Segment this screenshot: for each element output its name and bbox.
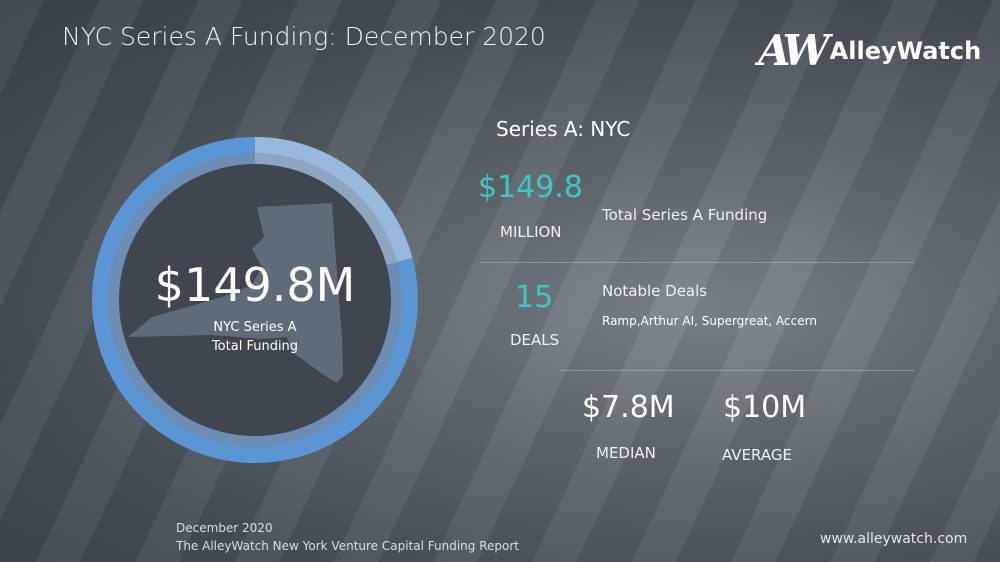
logo-mark: AW bbox=[758, 26, 830, 75]
divider bbox=[480, 262, 915, 263]
median-value: $7.8M bbox=[582, 390, 675, 425]
divider bbox=[560, 370, 915, 371]
stats-heading: Series A: NYC bbox=[496, 117, 631, 141]
page-title: NYC Series A Funding: December 2020 bbox=[62, 22, 546, 51]
median-label: MEDIAN bbox=[596, 444, 656, 462]
alleywatch-logo: AW AlleyWatch bbox=[758, 26, 981, 75]
label-line-2: Total Funding bbox=[211, 339, 299, 354]
total-unit: MILLION bbox=[500, 223, 562, 241]
total-value: $149.8 bbox=[478, 170, 583, 205]
deals-label: Notable Deals bbox=[602, 282, 708, 300]
label-line-1: NYC Series A bbox=[213, 320, 297, 335]
deals-unit: DEALS bbox=[510, 331, 560, 349]
footer-report: The AlleyWatch New York Venture Capital … bbox=[176, 539, 519, 553]
total-label: Total Series A Funding bbox=[602, 206, 768, 224]
total-funding-amount: $149.8M bbox=[154, 258, 356, 312]
funding-ring bbox=[92, 137, 418, 463]
footer-date: December 2020 bbox=[176, 521, 273, 535]
deals-list: Ramp,Arthur AI, Supergreat, Accern bbox=[602, 314, 817, 328]
logo-word: AlleyWatch bbox=[829, 36, 982, 65]
new-york-state-shape bbox=[128, 203, 343, 383]
total-funding-label: NYC Series A Total Funding bbox=[92, 318, 418, 356]
average-value: $10M bbox=[723, 390, 807, 425]
average-label: AVERAGE bbox=[722, 446, 792, 464]
website-link[interactable]: www.alleywatch.com bbox=[820, 531, 968, 547]
deals-value: 15 bbox=[515, 280, 554, 315]
